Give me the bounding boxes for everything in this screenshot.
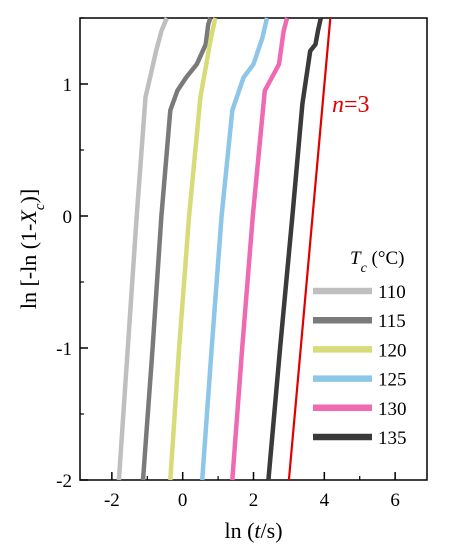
x-tick-label: 4: [320, 490, 330, 511]
legend-label-110: 110: [378, 282, 406, 303]
series-line-115: [140, 17, 213, 481]
axis-ticks: [80, 17, 396, 481]
x-tick-label: 6: [390, 490, 400, 511]
y-tick-label: -1: [56, 339, 72, 360]
x-tick-label: 2: [249, 490, 259, 511]
legend-label-130: 130: [378, 399, 407, 420]
y-tick-label: 1: [63, 75, 73, 96]
x-tick-label: 0: [178, 490, 188, 511]
legend-label-135: 135: [378, 428, 407, 449]
series-line-120: [168, 17, 218, 481]
y-tick-label: -2: [56, 471, 72, 492]
reference-line-n3: [287, 17, 332, 481]
series-line-125: [199, 17, 270, 481]
reference-line-label: n=3: [332, 92, 370, 118]
x-axis-label: ln (t/s): [224, 518, 282, 543]
axis-tick-labels: -2 0 2 4 6 -2 -1 0 1: [56, 75, 400, 511]
legend-label-120: 120: [378, 340, 407, 361]
series-lines: [116, 17, 323, 481]
legend-label-125: 125: [378, 370, 407, 391]
y-tick-label: 0: [63, 207, 73, 228]
legend-label-115: 115: [378, 311, 406, 332]
x-tick-label: -2: [104, 490, 120, 511]
series-line-130: [230, 17, 290, 481]
y-axis-label: ln [-ln (1-Xc)]: [16, 189, 48, 309]
series-line-110: [116, 17, 169, 481]
reference-line-group: n=3: [287, 17, 370, 481]
series-line-135: [266, 17, 323, 481]
legend: Tc (°C) 110 115 120 125 130 135: [313, 248, 407, 449]
legend-title: Tc (°C): [350, 248, 404, 276]
